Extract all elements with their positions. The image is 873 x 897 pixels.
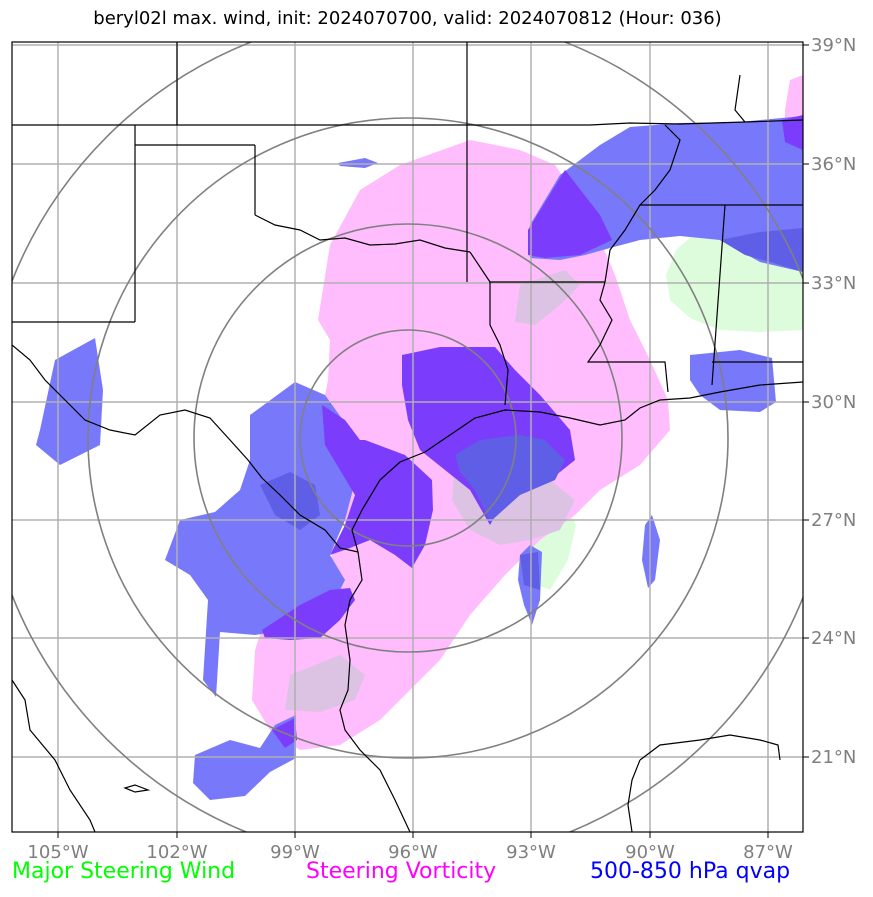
boundaries (12, 42, 803, 832)
longitude-labels: 105°W 102°W 99°W 96°W 93°W 90°W 87°W (27, 842, 793, 863)
qvap-gulf-streak-east (642, 515, 660, 588)
lat-label-24n: 24°N (811, 628, 856, 649)
range-rings (12, 42, 803, 832)
lat-label-27n: 27°N (811, 510, 856, 531)
legend-major-steering-wind: Major Steering Wind (12, 859, 236, 884)
qvap-small-streak (338, 158, 378, 168)
map-frame-content (12, 42, 803, 832)
lat-label-36n: 36°N (811, 154, 856, 175)
lon-label-87w: 87°W (743, 842, 793, 863)
legend-steering-vorticity: Steering Vorticity (306, 859, 497, 884)
latitude-labels: 39°N 36°N 33°N 30°N 27°N 24°N 21°N (811, 35, 856, 768)
lat-label-39n: 39°N (811, 35, 856, 56)
map-title: beryl02l max. wind, init: 2024070700, va… (93, 8, 722, 29)
qvap-florida-panhandle (690, 350, 776, 412)
tick-marks (57, 44, 809, 838)
lat-label-21n: 21°N (811, 747, 856, 768)
qvap-dense-shading (260, 228, 803, 590)
lon-label-99w: 99°W (270, 842, 320, 863)
lat-label-30n: 30°N (811, 392, 856, 413)
map-border (11, 41, 804, 833)
graticule (12, 42, 803, 832)
lon-label-96w: 96°W (388, 842, 438, 863)
lat-label-33n: 33°N (811, 273, 856, 294)
lon-label-102w: 102°W (146, 842, 207, 863)
legend-qvap: 500-850 hPa qvap (590, 859, 791, 884)
lon-label-90w: 90°W (625, 842, 675, 863)
lon-label-93w: 93°W (506, 842, 556, 863)
lon-label-105w: 105°W (27, 842, 88, 863)
